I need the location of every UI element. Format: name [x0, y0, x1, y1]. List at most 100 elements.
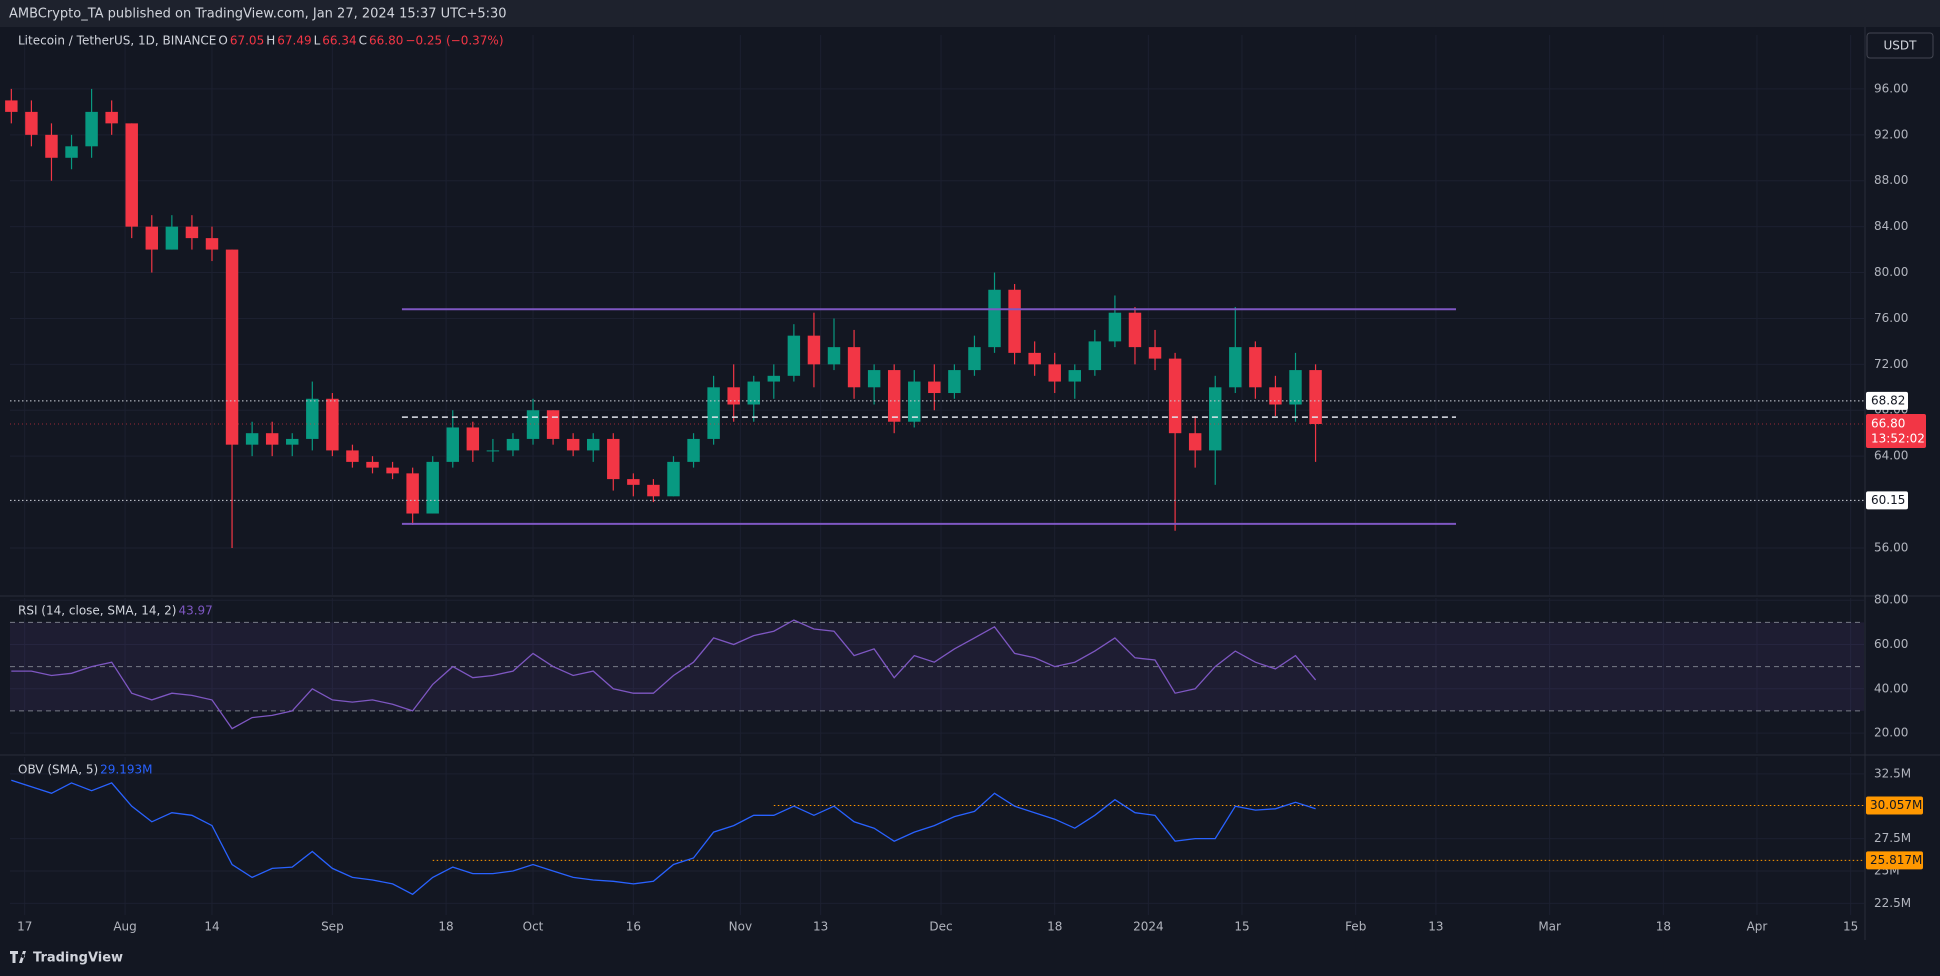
- candle-body: [286, 438, 299, 445]
- y-tick-label: 60.00: [1874, 637, 1908, 651]
- level-label: 60.15: [1871, 493, 1905, 507]
- candle-body: [85, 111, 98, 147]
- candle-body: [245, 433, 259, 445]
- y-tick-label: 20.00: [1874, 726, 1908, 740]
- x-tick-label: 17: [17, 920, 32, 934]
- indicator-title: OBV (SMA, 5): [18, 763, 98, 777]
- x-tick-label: 13: [813, 920, 828, 934]
- candle-body: [1188, 433, 1202, 451]
- candle-body: [145, 226, 159, 250]
- bottom-bar: [0, 940, 1940, 976]
- candle-body: [306, 398, 319, 439]
- x-tick-label: Oct: [523, 920, 544, 934]
- candle-body: [1289, 370, 1302, 405]
- candle-body: [948, 370, 961, 394]
- x-tick-label: 2024: [1133, 920, 1164, 934]
- candle-body: [105, 111, 118, 124]
- candle-body: [205, 238, 219, 250]
- top-bar: [0, 0, 1940, 27]
- last-price-label: 66.80: [1871, 417, 1905, 431]
- readout-value: 66.80: [369, 34, 403, 48]
- indicator-line: [11, 619, 1317, 730]
- y-tick-label: 92.00: [1874, 127, 1908, 141]
- indicator-readout: 29.193M: [100, 763, 152, 777]
- x-tick-label: 15: [1234, 920, 1249, 934]
- candle-body: [45, 134, 58, 158]
- candle-body: [908, 381, 921, 422]
- candle-body: [5, 100, 18, 112]
- x-tick-label: 14: [204, 920, 219, 934]
- y-tick-label: 96.00: [1874, 81, 1908, 95]
- y-tick-label: 72.00: [1874, 357, 1908, 371]
- readout-value: 67.49: [277, 34, 311, 48]
- y-tick-label: 84.00: [1874, 219, 1908, 233]
- currency-button[interactable]: [1866, 32, 1934, 59]
- readout-value: 67.05: [230, 34, 264, 48]
- candle-body: [1028, 352, 1041, 365]
- x-tick-label: 15: [1843, 920, 1858, 934]
- readout-key: C: [359, 34, 367, 48]
- candle-body: [1068, 370, 1081, 382]
- candle-body: [1088, 341, 1102, 371]
- candle-body: [125, 123, 138, 227]
- obv-level-tag: [1866, 851, 1923, 870]
- x-tick-label: Mar: [1538, 920, 1561, 934]
- candle-body: [25, 111, 38, 135]
- candle-body: [265, 433, 279, 445]
- candle-body: [767, 375, 781, 382]
- brand-name: TradingView: [33, 951, 123, 966]
- candle-body: [326, 398, 339, 451]
- candle-body: [1209, 387, 1222, 451]
- candle-body: [225, 249, 239, 445]
- candle-body: [466, 427, 480, 451]
- candle-body: [426, 461, 439, 514]
- candle-body: [185, 226, 199, 239]
- candle-body: [1168, 358, 1182, 434]
- candle-body: [546, 410, 560, 439]
- obv-level-label: 25.817M: [1870, 853, 1922, 867]
- x-tick-label: 18: [1047, 920, 1062, 934]
- x-tick-label: Dec: [929, 920, 952, 934]
- y-tick-label: 22.5M: [1874, 896, 1911, 910]
- y-tick-label: 64.00: [1874, 449, 1908, 463]
- candle-body: [1269, 387, 1282, 405]
- y-tick-label: 40.00: [1874, 681, 1908, 695]
- indicator-title: RSI (14, close, SMA, 14, 2): [18, 604, 176, 618]
- candle-body: [1128, 312, 1142, 348]
- candle-body: [968, 347, 981, 371]
- x-tick-label: 18: [438, 920, 453, 934]
- candle-body: [707, 387, 720, 439]
- x-tick-label: Aug: [113, 920, 136, 934]
- candle-body: [1148, 347, 1162, 359]
- grid-layer: [10, 35, 1864, 915]
- candle-body: [1229, 347, 1242, 388]
- candle-body: [887, 370, 901, 422]
- y-tick-label: 76.00: [1874, 311, 1908, 325]
- candle-body: [1249, 347, 1262, 388]
- candle-body: [566, 438, 580, 451]
- candle-body: [526, 410, 540, 439]
- candle-body: [506, 438, 520, 451]
- obv-level-tag: [1866, 796, 1923, 815]
- y-tick-label: 32.5M: [1874, 766, 1911, 780]
- x-tick-label: Feb: [1345, 920, 1366, 934]
- indicator-readout: 43.97: [178, 604, 212, 618]
- brand-logo: [10, 951, 26, 963]
- candle-body: [1048, 364, 1061, 382]
- level-tag: [1866, 491, 1908, 510]
- candle-body: [847, 347, 861, 388]
- readout-value: 66.34: [322, 34, 356, 48]
- currency-label[interactable]: USDT: [1884, 39, 1918, 53]
- y-tick-label: 27.5M: [1874, 831, 1911, 845]
- x-tick-label: 13: [1428, 920, 1443, 934]
- readout-change: −0.25 (−0.37%): [405, 34, 503, 48]
- candle-body: [747, 381, 760, 405]
- readout-key: H: [266, 34, 275, 48]
- x-tick-label: Sep: [321, 920, 344, 934]
- readout-key: L: [314, 34, 321, 48]
- countdown: 13:52:02: [1871, 432, 1925, 446]
- published-line: AMBCrypto_TA published on TradingView.co…: [9, 7, 507, 22]
- candle-body: [1309, 370, 1322, 425]
